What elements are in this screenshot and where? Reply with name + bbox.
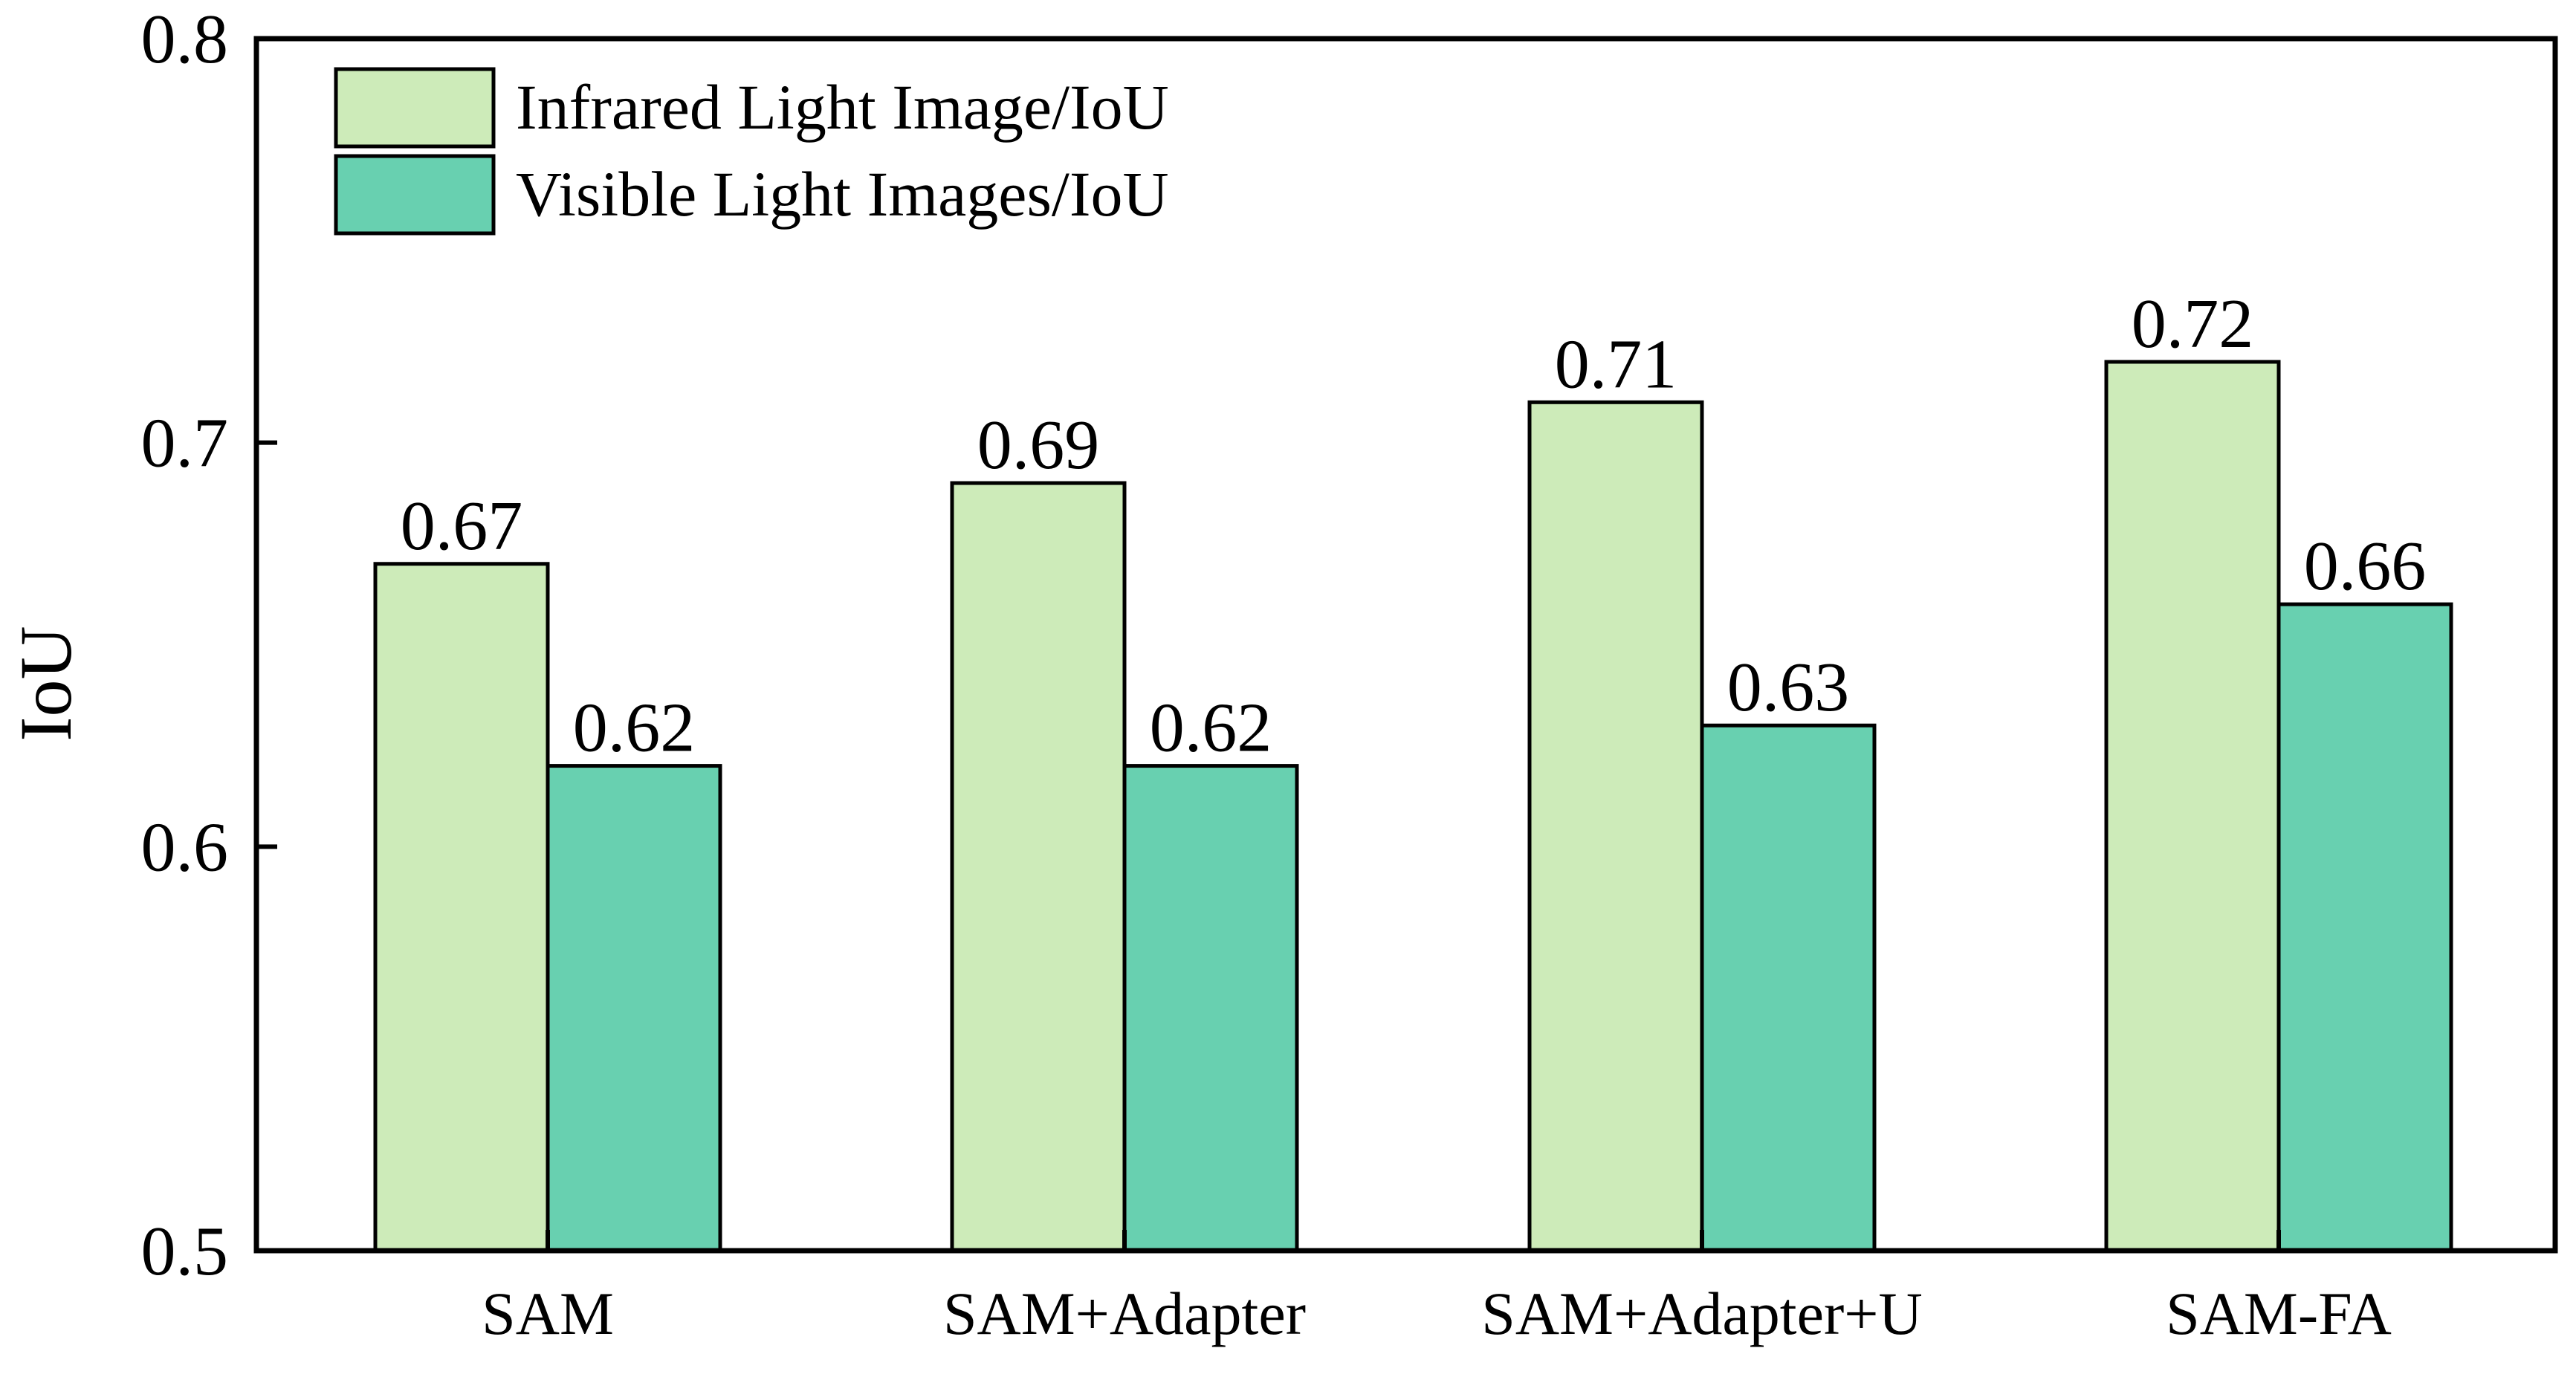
data-labels-layer: 0.67 0.62 0.69 0.62 0.71 0.63 0.72 0.66 (401, 285, 2427, 767)
x-category-label-0: SAM (482, 1280, 614, 1347)
bar-visible-3 (2276, 602, 2453, 1253)
data-label-infrared-0: 0.67 (401, 487, 523, 565)
x-category-label-3: SAM-FA (2166, 1280, 2392, 1347)
bar-visible-1 (1122, 764, 1299, 1253)
bar-infrared-0 (373, 562, 550, 1253)
legend: Infrared Light Image/IoU Visible Light Im… (334, 67, 1169, 236)
data-label-visible-1: 0.62 (1150, 690, 1272, 767)
data-label-visible-3: 0.66 (2304, 528, 2427, 605)
y-axis-title: IoU (4, 626, 87, 742)
y-tick-label-0: 0.5 (141, 1213, 229, 1290)
y-tick-label-2: 0.7 (141, 405, 229, 482)
bars-layer (373, 360, 2453, 1253)
plot-frame (253, 36, 2558, 1254)
data-label-visible-2: 0.63 (1727, 649, 1850, 726)
legend-label-visible: Visible Light Images/IoU (516, 158, 1169, 230)
legend-label-infrared: Infrared Light Image/IoU (516, 71, 1169, 143)
x-category-label-1: SAM+Adapter (943, 1280, 1306, 1347)
bar-visible-2 (1700, 723, 1877, 1253)
bar-visible-0 (546, 764, 722, 1253)
data-label-infrared-3: 0.72 (2132, 285, 2254, 363)
y-tick-label-1: 0.6 (141, 809, 229, 886)
x-category-label-2: SAM+Adapter+U (1481, 1280, 1923, 1347)
y-tick-label-3: 0.8 (141, 1, 229, 78)
bar-infrared-3 (2104, 360, 2281, 1253)
bar-infrared-1 (950, 481, 1127, 1253)
axes-layer: 0.5 0.6 0.7 0.8 SAM SAM+Adapter SAM+Adapter+U S… (141, 1, 2558, 1347)
legend-swatch-visible (334, 154, 496, 236)
data-label-infrared-1: 0.69 (977, 406, 1100, 484)
data-label-visible-0: 0.62 (573, 690, 696, 767)
legend-swatch-infrared (334, 67, 496, 149)
bar-infrared-2 (1527, 400, 1704, 1253)
data-label-infrared-2: 0.71 (1555, 325, 1677, 403)
